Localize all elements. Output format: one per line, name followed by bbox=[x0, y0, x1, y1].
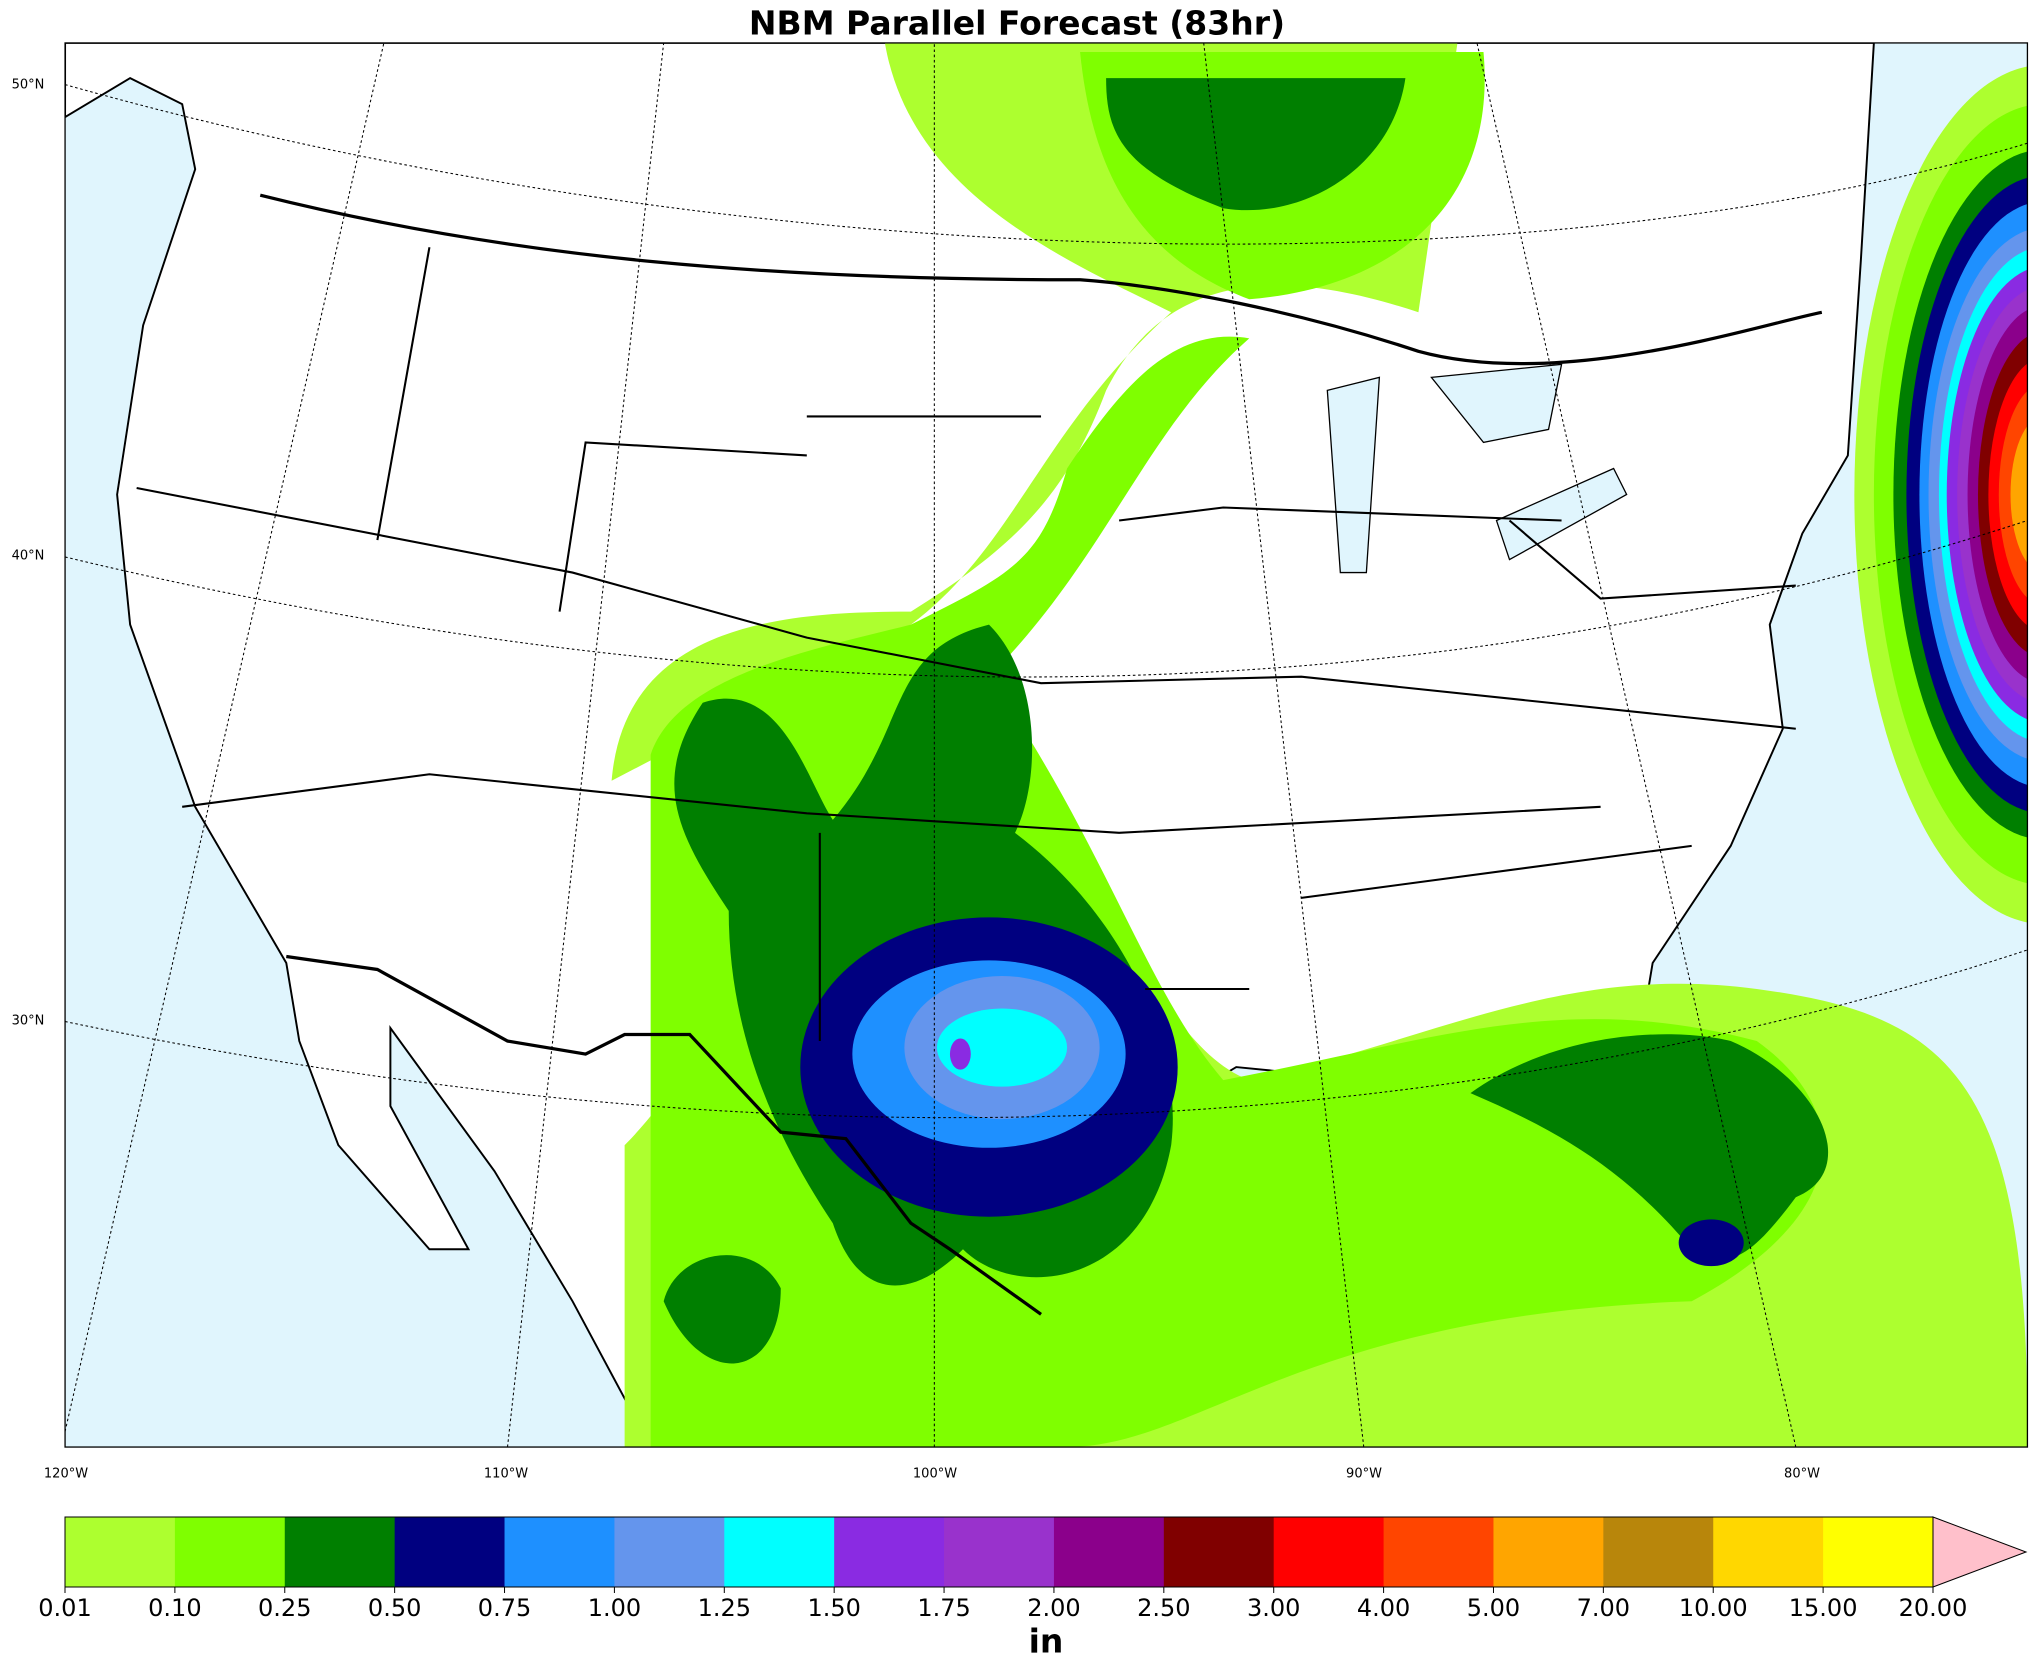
lat-label: 30°N bbox=[12, 1014, 45, 1029]
colorbar: 0.01 0.10 0.25 0.50 0.75 1.00 1.25 1.50 1.75 2.00… bbox=[38, 1516, 2028, 1622]
colorbar-segment bbox=[1823, 1517, 1934, 1587]
colorbar-tick-label: 2.50 bbox=[1137, 1594, 1190, 1622]
precip-area bbox=[949, 1038, 971, 1070]
colorbar-unit: in bbox=[1029, 1622, 1064, 1661]
colorbar-tick-label: 7.00 bbox=[1577, 1594, 1630, 1622]
colorbar-tick-label: 1.25 bbox=[698, 1594, 751, 1622]
colorbar-frame bbox=[64, 1516, 1934, 1588]
colorbar-tick-label: 0.25 bbox=[258, 1594, 311, 1622]
colorbar-segment bbox=[504, 1517, 615, 1587]
lon-label: 100°W bbox=[913, 1467, 957, 1482]
precipitation bbox=[611, 42, 2028, 1448]
colorbar-segment bbox=[724, 1517, 835, 1587]
colorbar-segment bbox=[174, 1517, 286, 1587]
colorbar-segment bbox=[1713, 1517, 1824, 1587]
colorbar-tick-label: 1.50 bbox=[807, 1594, 860, 1622]
colorbar-tick-label: 0.10 bbox=[148, 1594, 201, 1622]
lat-labels: 50°N 40°N 30°N bbox=[12, 78, 45, 1029]
precip-area bbox=[1470, 1034, 1829, 1260]
colorbar-tick-label: 2.00 bbox=[1027, 1594, 1080, 1622]
colorbar-segment bbox=[1383, 1517, 1494, 1587]
title: NBM Parallel Forecast (83hr) bbox=[749, 4, 1285, 43]
lon-label: 110°W bbox=[484, 1467, 528, 1482]
colorbar-segment bbox=[284, 1517, 396, 1587]
colorbar-extension bbox=[1932, 1516, 2028, 1588]
colorbar-tick-label: 0.75 bbox=[478, 1594, 531, 1622]
precip-area bbox=[1678, 1219, 1744, 1267]
lat-label: 50°N bbox=[12, 78, 45, 93]
colorbar-tick-label: 5.00 bbox=[1467, 1594, 1520, 1622]
colorbar-segment bbox=[1053, 1517, 1165, 1587]
lon-label: 120°W bbox=[44, 1467, 88, 1482]
colorbar-tick-label: 3.00 bbox=[1247, 1594, 1300, 1622]
precip-area bbox=[936, 1008, 1068, 1087]
colorbar-segment bbox=[65, 1517, 176, 1587]
lon-labels: 120°W 110°W 100°W 90°W 80°W bbox=[44, 1467, 1820, 1482]
colorbar-segment bbox=[944, 1517, 1055, 1587]
colorbar-segment bbox=[1163, 1517, 1275, 1587]
map bbox=[64, 42, 2029, 1448]
colorbar-tick-label: 1.75 bbox=[917, 1594, 970, 1622]
colorbar-tick-label: 1.00 bbox=[588, 1594, 641, 1622]
lon-label: 90°W bbox=[1346, 1467, 1382, 1482]
precip-area bbox=[2010, 426, 2028, 563]
colorbar-segment bbox=[834, 1517, 945, 1587]
colorbar-segment bbox=[394, 1517, 506, 1587]
colorbar-tick-label: 20.00 bbox=[1899, 1594, 1968, 1622]
colorbar-segment bbox=[1493, 1517, 1604, 1587]
colorbar-tick-label: 15.00 bbox=[1789, 1594, 1858, 1622]
colorbar-tick-label: 0.01 bbox=[38, 1594, 91, 1622]
colorbar-segment bbox=[614, 1517, 725, 1587]
colorbar-tick-label: 4.00 bbox=[1357, 1594, 1410, 1622]
colorbar-tick-label: 10.00 bbox=[1679, 1594, 1748, 1622]
colorbar-tick-label: 0.50 bbox=[368, 1594, 421, 1622]
lon-label: 80°W bbox=[1784, 1467, 1820, 1482]
graticule bbox=[65, 42, 2028, 1448]
borders bbox=[136, 193, 1823, 1316]
colorbar-segment bbox=[1603, 1517, 1714, 1587]
colorbar-segment bbox=[1273, 1517, 1385, 1587]
map-frame bbox=[64, 42, 2029, 1448]
lat-label: 40°N bbox=[12, 549, 45, 564]
